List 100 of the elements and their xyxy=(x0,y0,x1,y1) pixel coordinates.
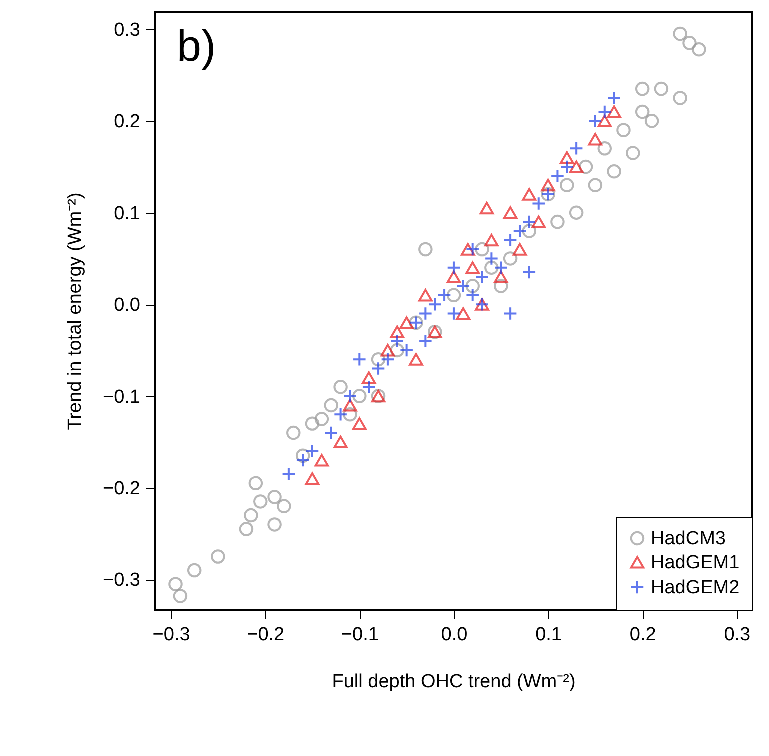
y-tick-label: −0.2 xyxy=(102,478,140,500)
point xyxy=(475,270,490,284)
point xyxy=(173,589,188,604)
point xyxy=(494,270,508,284)
point xyxy=(380,352,396,367)
point xyxy=(494,279,508,294)
point xyxy=(522,265,537,280)
point xyxy=(418,334,433,348)
point xyxy=(484,260,499,276)
point xyxy=(475,242,490,257)
point xyxy=(343,389,358,404)
y-tick-label: 0.0 xyxy=(114,295,140,316)
point xyxy=(460,243,476,256)
y-tick-label: −0.3 xyxy=(102,570,140,592)
point xyxy=(644,114,660,128)
point xyxy=(305,472,320,486)
point xyxy=(296,448,310,464)
point xyxy=(616,123,631,138)
x-tick-label: −0.2 xyxy=(247,624,285,646)
x-tick-label: 0.0 xyxy=(441,624,468,646)
point xyxy=(314,454,330,467)
point xyxy=(635,104,650,120)
point xyxy=(418,289,433,302)
point xyxy=(314,412,330,426)
point xyxy=(324,426,338,440)
x-tick-label: 0.3 xyxy=(724,624,751,646)
point xyxy=(418,306,433,321)
point xyxy=(400,316,414,330)
y-tick-label: 0.3 xyxy=(114,20,140,41)
point xyxy=(371,352,386,367)
point xyxy=(541,179,556,192)
point xyxy=(334,380,348,394)
point xyxy=(598,114,612,128)
point xyxy=(607,91,622,106)
point xyxy=(352,418,367,430)
point xyxy=(522,188,537,201)
point xyxy=(673,26,688,42)
y-tick-label: 0.1 xyxy=(114,203,140,224)
x-tick-label: −0.1 xyxy=(341,624,379,646)
point xyxy=(560,152,574,164)
point xyxy=(334,436,348,448)
point xyxy=(480,202,494,215)
point xyxy=(305,416,320,431)
point xyxy=(522,224,537,238)
point xyxy=(239,522,254,536)
point xyxy=(334,408,348,422)
point xyxy=(512,243,528,256)
point xyxy=(588,178,603,192)
point xyxy=(343,408,358,422)
point xyxy=(512,224,528,238)
point xyxy=(635,82,650,96)
point xyxy=(296,453,310,468)
point xyxy=(626,146,640,160)
point xyxy=(282,467,296,482)
x-tick-label: 0.1 xyxy=(536,624,562,646)
point xyxy=(390,334,405,348)
point xyxy=(569,160,584,174)
point xyxy=(352,389,367,404)
point xyxy=(466,262,480,274)
point xyxy=(692,42,706,57)
x-axis-title: Full depth OHC trend (Wm⁻²) xyxy=(332,672,576,692)
x-tick-label: 0.2 xyxy=(630,624,656,646)
point xyxy=(503,306,518,321)
point xyxy=(168,577,183,592)
point xyxy=(248,476,264,491)
point xyxy=(418,242,433,257)
point xyxy=(437,288,452,303)
point xyxy=(446,306,462,321)
point xyxy=(268,490,282,504)
point xyxy=(466,288,480,303)
point xyxy=(400,343,414,358)
point xyxy=(362,372,376,384)
point xyxy=(456,307,471,320)
point xyxy=(503,233,518,248)
point xyxy=(550,169,565,184)
point xyxy=(588,114,603,128)
point xyxy=(268,518,282,532)
point xyxy=(503,206,518,220)
point xyxy=(673,91,688,106)
point xyxy=(305,444,320,458)
point xyxy=(380,344,396,357)
point xyxy=(277,499,292,514)
point xyxy=(598,142,612,156)
point xyxy=(598,104,612,120)
point xyxy=(503,252,518,266)
point xyxy=(532,196,546,211)
point xyxy=(682,36,697,50)
y-tick-label: −0.1 xyxy=(102,386,140,408)
point xyxy=(654,82,669,96)
point xyxy=(187,563,202,578)
point xyxy=(560,160,574,174)
point xyxy=(362,380,376,394)
point xyxy=(211,550,226,564)
point xyxy=(428,297,442,312)
point xyxy=(484,252,499,266)
point xyxy=(371,362,386,376)
point xyxy=(494,260,508,276)
legend-label: HadGEM1 xyxy=(651,552,740,574)
point xyxy=(244,508,258,523)
legend-label: HadCM3 xyxy=(651,528,726,550)
